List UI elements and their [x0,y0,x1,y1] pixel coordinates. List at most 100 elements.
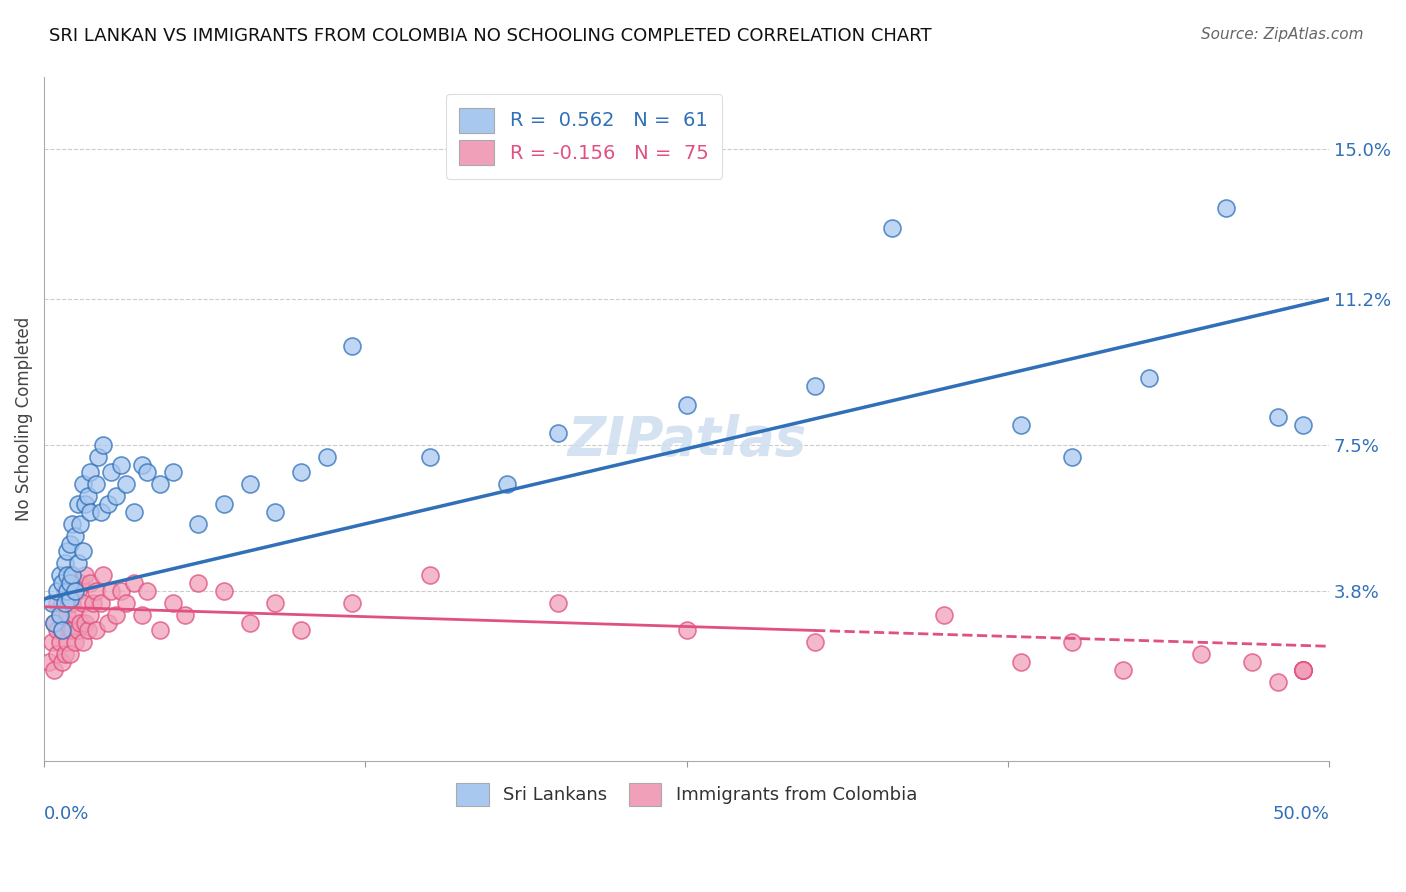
Point [53,647,76,661]
Point [97,497,120,511]
Point [239,615,262,630]
Point [547,596,569,610]
Text: 50.0%: 50.0% [1272,805,1329,823]
Point [100,584,122,599]
Point [53,557,76,571]
Point [675,624,697,638]
Point [804,378,827,392]
Point [63,607,86,622]
Point [44,663,66,677]
Point [69,516,91,531]
Point [162,466,184,480]
Point [56,607,79,622]
Point [212,584,235,599]
Point [1240,655,1263,669]
Point [932,607,955,622]
Point [290,466,312,480]
Point [79,466,101,480]
Text: ZIPatlas: ZIPatlas [567,414,806,466]
Point [97,615,120,630]
Point [72,635,94,649]
Point [264,505,287,519]
Point [63,584,86,599]
Legend: Sri Lankans, Immigrants from Colombia: Sri Lankans, Immigrants from Colombia [449,776,924,814]
Text: SRI LANKAN VS IMMIGRANTS FROM COLOMBIA NO SCHOOLING COMPLETED CORRELATION CHART: SRI LANKAN VS IMMIGRANTS FROM COLOMBIA N… [49,27,932,45]
Point [1267,674,1289,689]
Point [51,596,73,610]
Point [63,635,86,649]
Point [105,607,128,622]
Point [69,615,91,630]
Point [122,576,145,591]
Point [1292,418,1315,433]
Point [1010,418,1032,433]
Point [1010,655,1032,669]
Point [75,568,97,582]
Point [59,576,82,591]
Point [187,576,209,591]
Point [51,624,73,638]
Point [84,584,107,599]
Point [187,516,209,531]
Point [79,505,101,519]
Point [59,568,82,582]
Point [59,596,82,610]
Point [72,544,94,558]
Point [290,624,312,638]
Point [56,635,79,649]
Point [149,624,172,638]
Point [1292,663,1315,677]
Point [264,596,287,610]
Point [675,398,697,412]
Point [66,624,89,638]
Point [59,536,82,550]
Point [115,596,138,610]
Point [48,635,70,649]
Point [162,596,184,610]
Point [149,477,172,491]
Point [87,450,110,464]
Text: Source: ZipAtlas.com: Source: ZipAtlas.com [1201,27,1364,42]
Point [239,477,262,491]
Point [90,596,112,610]
Point [1112,663,1135,677]
Point [75,615,97,630]
Point [110,584,132,599]
Point [56,568,79,582]
Point [135,466,157,480]
Point [419,450,441,464]
Point [60,568,83,582]
Point [1060,635,1083,649]
Point [342,596,364,610]
Point [105,489,128,503]
Point [1267,410,1289,425]
Point [174,607,197,622]
Point [48,568,70,582]
Point [72,477,94,491]
Point [131,458,153,472]
Point [804,635,827,649]
Point [60,596,83,610]
Point [1292,663,1315,677]
Point [1137,370,1160,384]
Point [46,584,69,599]
Point [53,615,76,630]
Point [56,576,79,591]
Point [76,489,98,503]
Point [212,497,235,511]
Point [1189,647,1212,661]
Point [135,584,157,599]
Point [91,568,114,582]
Point [60,516,83,531]
Point [90,505,112,519]
Point [72,596,94,610]
Point [315,450,337,464]
Point [59,647,82,661]
Point [44,615,66,630]
Point [419,568,441,582]
Point [1292,663,1315,677]
Point [131,607,153,622]
Point [46,647,69,661]
Point [53,584,76,599]
Point [51,624,73,638]
